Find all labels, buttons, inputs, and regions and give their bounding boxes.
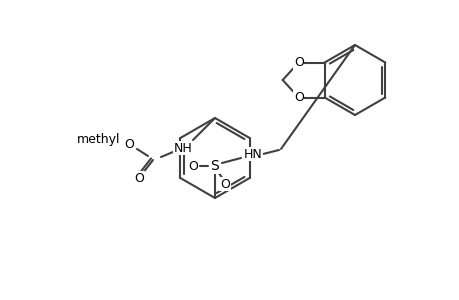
Text: O: O [134,172,144,184]
Text: O: O [124,137,134,151]
Text: S: S [210,159,219,173]
Text: O: O [188,160,197,172]
Text: O: O [293,56,303,69]
Text: O: O [219,178,230,190]
Text: HN: HN [243,148,262,160]
Text: NH: NH [173,142,192,154]
Text: methyl: methyl [77,134,120,146]
Text: O: O [293,91,303,104]
